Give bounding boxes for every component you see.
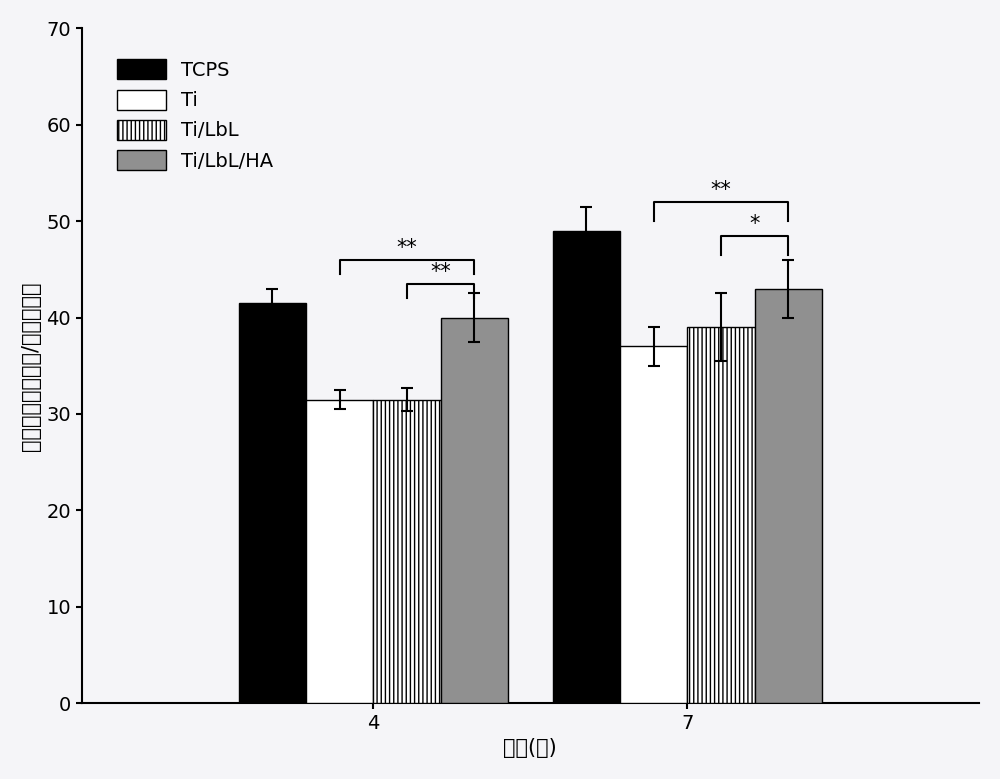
Bar — [373, 400, 441, 703]
Legend: TCPS, Ti, Ti/LbL, Ti/LbL/HA: TCPS, Ti, Ti/LbL, Ti/LbL/HA — [109, 51, 281, 178]
Text: **: ** — [711, 180, 731, 200]
Bar — [306, 400, 373, 703]
Bar — [441, 318, 508, 703]
Text: *: * — [750, 213, 760, 234]
Bar — [553, 231, 620, 703]
Bar — [755, 289, 822, 703]
Bar — [239, 303, 306, 703]
Y-axis label: 砝基苯酟（微摩尔/毫克蛋白）: 砝基苯酟（微摩尔/毫克蛋白） — [21, 281, 41, 450]
Text: **: ** — [430, 262, 451, 282]
Bar — [687, 327, 755, 703]
X-axis label: 时间(天): 时间(天) — [503, 738, 557, 758]
Bar — [620, 347, 687, 703]
Text: **: ** — [397, 238, 417, 258]
